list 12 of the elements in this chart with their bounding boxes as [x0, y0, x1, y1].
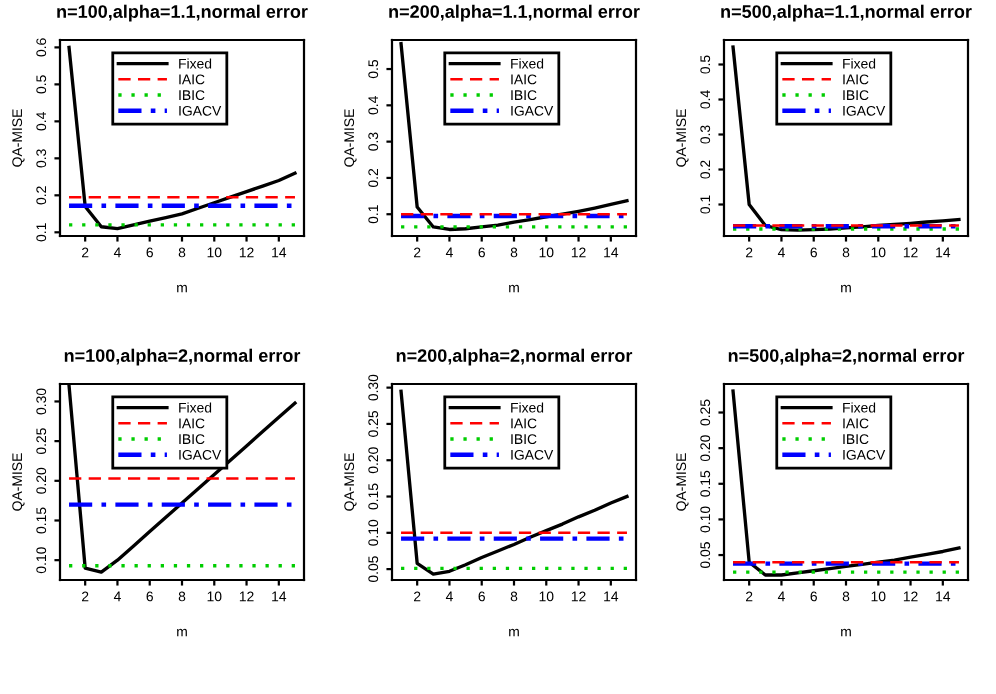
chart-title: n=500,alpha=1.1,normal error: [721, 4, 972, 22]
chart-title: n=100,alpha=1.1,normal error: [57, 4, 308, 22]
line-series: [731, 45, 961, 232]
chart-title: n=200,alpha=2,normal error: [396, 348, 633, 366]
chart-title: n=500,alpha=2,normal error: [728, 348, 965, 366]
line-series: [399, 41, 629, 232]
line-series: [67, 45, 297, 231]
chart-title: n=100,alpha=2,normal error: [64, 348, 301, 366]
chart-title: n=200,alpha=1.1,normal error: [389, 4, 640, 22]
line-series: [731, 389, 961, 577]
line-series: [67, 384, 297, 574]
line-series: [399, 389, 629, 576]
